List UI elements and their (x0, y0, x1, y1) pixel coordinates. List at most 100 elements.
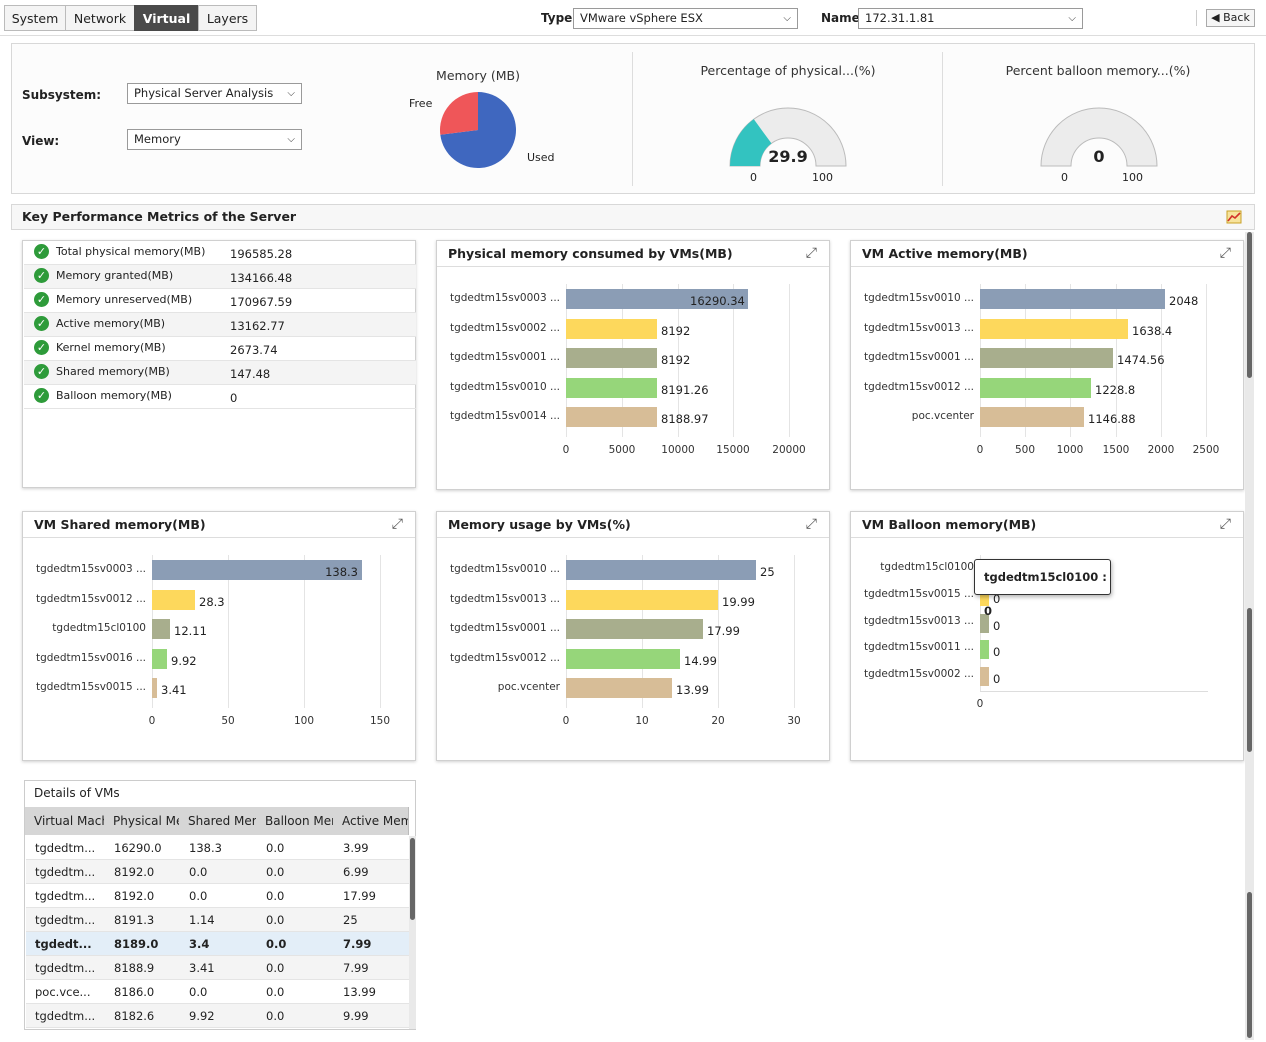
bar[interactable] (980, 289, 1165, 309)
gridline (794, 555, 795, 708)
chart-title: VM Balloon memory(MB) (862, 517, 1037, 532)
expand-icon[interactable]: ⤢ (805, 245, 817, 261)
scrollbar-thumb[interactable] (410, 838, 415, 920)
bar[interactable] (566, 619, 703, 639)
bar[interactable] (980, 348, 1113, 368)
table-cell: tgdedtm... (35, 961, 96, 975)
table-cell: tgdedtm... (35, 889, 96, 903)
bar[interactable] (566, 348, 657, 368)
scrollbar-thumb[interactable] (1247, 232, 1252, 378)
x-tick-label: 20 (711, 715, 725, 727)
bar-category-label: tgdedtm15sv0016 ... (35, 651, 146, 664)
bar-category-label: tgdedtm15sv0015 ... (863, 587, 974, 600)
bar[interactable] (980, 613, 989, 633)
back-button[interactable]: ◀ Back (1206, 9, 1255, 27)
name-select[interactable]: 172.31.1.81 ⌵ (858, 8, 1083, 29)
x-tick-label: 0 (562, 444, 570, 456)
table-cell: tgdedt... (35, 937, 92, 951)
details-table: Details of VMs Virtual MachinePhysical M… (24, 780, 416, 1030)
bar-category-label: tgdedtm15sv0002 ... (863, 668, 974, 681)
scrollbar-thumb[interactable] (1247, 892, 1252, 1038)
bar[interactable] (980, 407, 1084, 427)
table-row[interactable]: tgdedtm... 8188.9 3.41 0.0 7.99 (26, 956, 409, 980)
scrollbar-thumb[interactable] (1247, 608, 1252, 752)
bar[interactable] (980, 667, 989, 687)
subsystem-select[interactable]: Physical Server Analysis ⌵ (127, 83, 302, 104)
bar[interactable] (566, 289, 748, 309)
page-scrollbar[interactable] (1245, 232, 1254, 1040)
bar[interactable] (566, 560, 756, 580)
bar[interactable] (980, 318, 1128, 339)
column-header[interactable]: Active Memory (333, 807, 409, 835)
memory-usage-chart-panel: Memory usage by VMs(%) ⤢ 0 10 20 30 tgdedtm15s… (436, 511, 830, 761)
bar[interactable] (566, 407, 657, 427)
chart-header: Memory usage by VMs(%) ⤢ (437, 512, 829, 538)
bar[interactable] (152, 678, 157, 698)
metric-value: 196585.28 (230, 247, 293, 261)
x-tick-label: 30 (787, 715, 801, 727)
bar[interactable] (566, 648, 680, 669)
bar[interactable] (566, 318, 657, 339)
expand-icon[interactable]: ⤢ (391, 516, 403, 532)
column-header[interactable]: Shared Memory (179, 807, 257, 835)
bar[interactable] (152, 648, 167, 669)
column-header[interactable]: Balloon Memory (256, 807, 334, 835)
expand-icon[interactable]: ⤢ (1219, 516, 1231, 532)
bar-category-label: tgdedtm15sv0010 ... (449, 563, 560, 575)
bar-category-label: tgdedtm15sv0011 ... (863, 641, 974, 654)
chart-toggle-icon[interactable] (1226, 210, 1242, 224)
bar-value-label: 13.99 (676, 683, 709, 697)
table-row[interactable]: tgdedtm... 8182.6 9.92 0.0 9.99 (26, 1004, 409, 1028)
gauge-track (1040, 107, 1158, 167)
expand-icon[interactable]: ⤢ (1219, 245, 1231, 261)
bar[interactable] (152, 589, 195, 610)
column-header[interactable]: Virtual Machine (25, 807, 105, 835)
table-row[interactable]: tgdedt... 8189.0 3.4 0.0 7.99 (26, 932, 409, 956)
tab-virtual[interactable]: Virtual (134, 5, 199, 31)
column-header[interactable]: Physical Memory (104, 807, 180, 835)
chevron-down-icon: ⌵ (783, 13, 791, 24)
bar-value-label: 138.3 (325, 565, 358, 579)
table-cell: 6.99 (343, 865, 369, 879)
view-select[interactable]: Memory ⌵ (127, 129, 302, 150)
metric-row: ✓ Balloon memory(MB) 0 (24, 385, 416, 409)
tab-network[interactable]: Network (65, 5, 135, 31)
metric-row: ✓ Active memory(MB) 13162.77 (24, 313, 416, 337)
table-cell: 8191.3 (114, 913, 155, 927)
type-select[interactable]: VMware vSphere ESX ⌵ (573, 8, 798, 29)
x-tick-label: 50 (221, 715, 235, 727)
bar[interactable] (980, 640, 989, 660)
bar-category-label: tgdedtm15sv0014 ... (449, 410, 560, 422)
pie-free-label: Free (409, 97, 433, 110)
bar[interactable] (152, 619, 170, 639)
chart-header: VM Balloon memory(MB) ⤢ (851, 512, 1243, 538)
bar[interactable] (980, 586, 989, 606)
bar[interactable] (566, 678, 672, 698)
details-title: Details of VMs (34, 786, 120, 800)
table-cell: 3.41 (189, 961, 215, 975)
table-cell: 8192.0 (114, 889, 155, 903)
metric-value: 147.48 (230, 367, 271, 381)
x-tick-label: 2000 (1147, 444, 1175, 456)
summary-panel (11, 43, 1255, 194)
bar-value-label: 1474.56 (1117, 353, 1165, 367)
bar[interactable] (566, 589, 718, 610)
table-row[interactable]: poc.vce... 8186.0 0.0 0.0 13.99 (26, 980, 409, 1004)
expand-icon[interactable]: ⤢ (805, 516, 817, 532)
bar-category-label: tgdedtm15sv0012 ... (35, 592, 146, 605)
bar[interactable] (152, 560, 362, 580)
metric-row: ✓ Total physical memory(MB) 196585.28 (24, 241, 416, 265)
table-row[interactable]: tgdedtm... 8192.0 0.0 0.0 17.99 (26, 884, 409, 908)
tab-system[interactable]: System (4, 5, 66, 31)
table-row[interactable]: tgdedtm... 16290.0 138.3 0.0 3.99 (26, 836, 409, 860)
details-scrollbar[interactable] (409, 836, 416, 1029)
bar[interactable] (980, 377, 1091, 398)
tab-layers[interactable]: Layers (198, 5, 257, 31)
bar[interactable] (566, 377, 657, 398)
table-row[interactable]: tgdedtm... 8191.3 1.14 0.0 25 (26, 908, 409, 932)
bar-category-label: tgdedtm15sv0001 ... (449, 351, 560, 363)
table-cell: 3.99 (343, 841, 369, 855)
metric-label: Kernel memory(MB) (56, 341, 166, 354)
table-row[interactable]: tgdedtm... 8192.0 0.0 0.0 6.99 (26, 860, 409, 884)
bar-value-label: 0 (993, 672, 1001, 687)
